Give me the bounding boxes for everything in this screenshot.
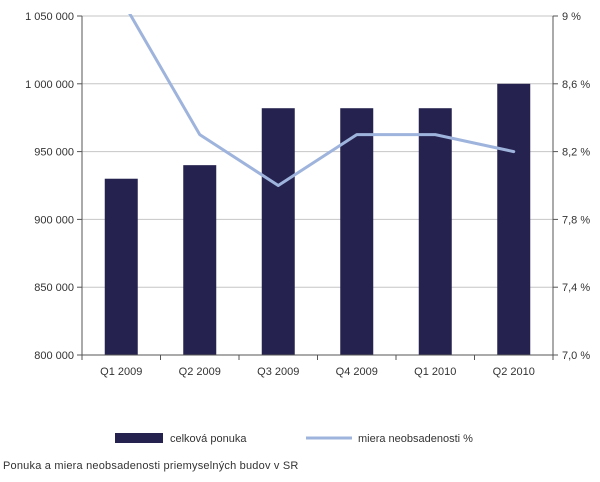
line-series	[121, 0, 514, 186]
right-axis-tick-label: 7,0 %	[562, 350, 590, 362]
bar	[419, 108, 452, 355]
right-axis-tick-label: 8,6 %	[562, 79, 590, 91]
right-axis-tick-label: 8,2 %	[562, 147, 590, 159]
bar	[497, 84, 530, 355]
legend-label-bar: celková ponuka	[170, 433, 247, 445]
x-axis-tick-label: Q2 2009	[179, 366, 221, 378]
left-axis-tick-label: 850 000	[34, 282, 74, 294]
left-axis-tick-label: 900 000	[34, 214, 74, 226]
x-axis-tick-label: Q3 2009	[257, 366, 299, 378]
right-axis-tick-label: 7,8 %	[562, 214, 590, 226]
left-axis-tick-label: 950 000	[34, 147, 74, 159]
bar	[105, 179, 138, 355]
x-axis-tick-labels: Q1 2009 Q2 2009 Q3 2009 Q4 2009 Q1 2010 Q2 20…	[100, 366, 535, 378]
chart-caption: Ponuka a miera neobsadenosti priemyselný…	[3, 460, 299, 472]
legend-label-line: miera neobsadenosti %	[358, 433, 473, 445]
left-axis-tick-label: 1 000 000	[25, 79, 74, 91]
right-axis-tick-labels: 7,0 % 7,4 % 7,8 % 8,2 % 8,6 % 9 %	[562, 11, 590, 362]
right-axis-tick-label: 9 %	[562, 11, 581, 23]
axes	[77, 16, 558, 360]
bar	[340, 108, 373, 355]
legend-swatch-bar	[115, 433, 163, 443]
x-axis-tick-label: Q4 2009	[336, 366, 378, 378]
x-axis-tick-label: Q1 2009	[100, 366, 142, 378]
bar	[183, 165, 216, 355]
legend: celková ponuka miera neobsadenosti %	[115, 433, 473, 445]
x-axis-tick-label: Q1 2010	[414, 366, 456, 378]
bar	[262, 108, 295, 355]
x-axis-tick-label: Q2 2010	[493, 366, 535, 378]
gridlines	[82, 16, 553, 355]
left-axis-tick-label: 800 000	[34, 350, 74, 362]
left-axis-tick-labels: 800 000 850 000 900 000 950 000 1 000 000 1 0…	[25, 11, 74, 362]
left-axis-tick-label: 1 050 000	[25, 11, 74, 23]
line-series-path	[121, 0, 514, 185]
right-axis-tick-label: 7,4 %	[562, 282, 590, 294]
